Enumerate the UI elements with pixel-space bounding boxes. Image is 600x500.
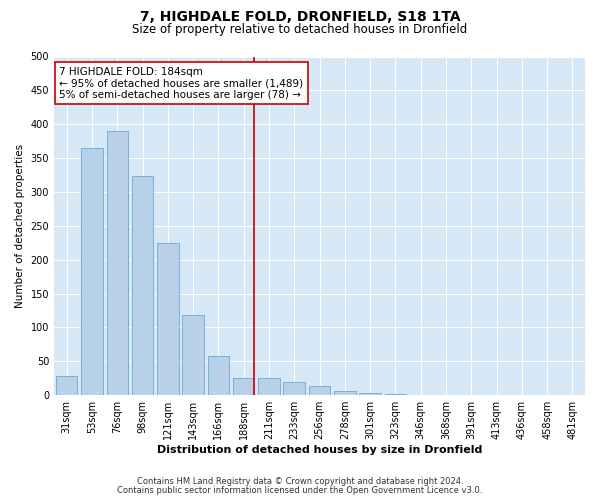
Bar (359, 393, 381, 395)
Bar (182, 316, 204, 395)
Bar (562, 394, 583, 395)
Bar (132, 176, 153, 395)
Bar (56, 376, 77, 395)
Bar (283, 382, 305, 395)
Bar (81, 148, 103, 395)
Bar (334, 391, 356, 395)
Text: 7, HIGHDALE FOLD, DRONFIELD, S18 1TA: 7, HIGHDALE FOLD, DRONFIELD, S18 1TA (140, 10, 460, 24)
Bar (233, 378, 254, 395)
Text: Contains HM Land Registry data © Crown copyright and database right 2024.: Contains HM Land Registry data © Crown c… (137, 477, 463, 486)
Bar (157, 243, 179, 395)
Bar (435, 394, 457, 395)
Bar (107, 131, 128, 395)
Bar (208, 356, 229, 395)
Bar (410, 394, 431, 395)
Text: Size of property relative to detached houses in Dronfield: Size of property relative to detached ho… (133, 22, 467, 36)
Text: Contains public sector information licensed under the Open Government Licence v3: Contains public sector information licen… (118, 486, 482, 495)
Bar (309, 386, 330, 395)
Bar (258, 378, 280, 395)
X-axis label: Distribution of detached houses by size in Dronfield: Distribution of detached houses by size … (157, 445, 482, 455)
Bar (385, 394, 406, 395)
Text: 7 HIGHDALE FOLD: 184sqm
← 95% of detached houses are smaller (1,489)
5% of semi-: 7 HIGHDALE FOLD: 184sqm ← 95% of detache… (59, 66, 304, 100)
Bar (460, 394, 482, 395)
Y-axis label: Number of detached properties: Number of detached properties (15, 144, 25, 308)
